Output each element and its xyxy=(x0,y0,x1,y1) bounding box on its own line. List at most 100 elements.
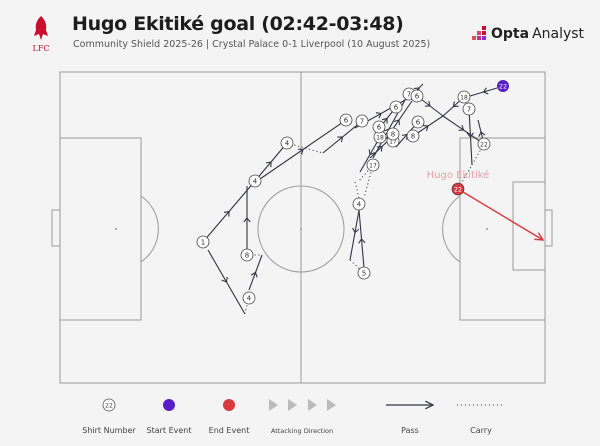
shirt-number: 7 xyxy=(360,118,364,126)
left-goal xyxy=(51,209,61,247)
player-node: 22 xyxy=(477,137,491,151)
player-node: 6 xyxy=(372,120,386,134)
player-node: 4 xyxy=(280,136,294,150)
page-title: Hugo Ekitiké goal (02:42-03:48) xyxy=(72,13,404,35)
player-node: 8 xyxy=(386,127,400,141)
shirt-number: 5 xyxy=(362,270,366,278)
pass-arrowhead-icon xyxy=(458,124,465,131)
attacking-direction-arrows-icon xyxy=(269,399,336,411)
pass-arrowhead-icon xyxy=(452,101,459,108)
pass-arrowhead-icon xyxy=(358,238,366,244)
pass-arrowhead-icon xyxy=(352,227,360,234)
svg-text:LFC: LFC xyxy=(33,44,50,53)
shirt-number: 8 xyxy=(391,131,395,139)
legend-attacking-direction-label: Attacking Direction xyxy=(270,427,334,435)
player-node: 6 xyxy=(410,89,424,103)
scorer-label: Hugo Ekitiké xyxy=(427,169,490,181)
shirt-number: 4 xyxy=(285,140,290,148)
start-event-marker: 22 xyxy=(497,80,509,92)
player-node: 17 xyxy=(366,158,380,172)
legend: 22 xyxy=(102,398,504,412)
legend-start-event-label: Start Event xyxy=(146,426,192,435)
shirt-number: 6 xyxy=(344,117,349,125)
brand-light: Analyst xyxy=(532,26,585,42)
legend-carry-label: Carry xyxy=(470,426,492,435)
shirt-number: 6 xyxy=(416,119,421,127)
shirt-number: 7 xyxy=(407,91,411,99)
player-node: 7 xyxy=(462,102,476,116)
pass-arrowhead-icon xyxy=(243,217,251,223)
legend-end-event-label: End Event xyxy=(208,426,250,435)
pass-arrowhead-icon xyxy=(375,112,382,119)
goal-shot-line xyxy=(462,191,543,240)
shirt-number: 4 xyxy=(247,295,252,303)
pass-arrowhead-icon xyxy=(337,136,344,143)
shirt-number: 18 xyxy=(460,95,468,102)
svg-text:22: 22 xyxy=(105,403,113,410)
pass-arrowhead-icon xyxy=(376,145,383,152)
player-node: 4 xyxy=(352,197,366,211)
end-event-marker: 22 xyxy=(451,182,465,196)
left-arc xyxy=(140,195,159,263)
shirt-number: 17 xyxy=(389,139,397,146)
pass-arrowhead-icon xyxy=(221,276,228,283)
player-node: 6 xyxy=(339,113,353,127)
player-node: 4 xyxy=(248,174,262,188)
legend-pass-label: Pass xyxy=(401,426,419,435)
pitch-markings xyxy=(51,71,553,384)
shirt-number: 6 xyxy=(394,104,399,112)
pass-arrowhead-icon xyxy=(368,149,375,156)
shirt-number: 8 xyxy=(245,252,249,260)
shirt-number: 4 xyxy=(253,178,258,186)
player-node: 8 xyxy=(406,129,420,143)
pass-arrowhead-icon xyxy=(297,148,304,155)
shirt-number: 22 xyxy=(480,142,488,149)
page-subtitle: Community Shield 2025-26 | Crystal Palac… xyxy=(73,39,431,50)
pass-arrowhead-icon xyxy=(223,210,230,217)
shirt-number: 1 xyxy=(201,239,205,247)
opta-analyst-logo: Opta Analyst xyxy=(470,26,584,42)
legend-shirt-number-icon: 22 xyxy=(102,398,116,412)
carry-line xyxy=(354,181,360,199)
shirt-number: 18 xyxy=(376,135,384,142)
center-circle xyxy=(257,185,345,273)
shirt-number: 6 xyxy=(377,124,382,132)
right-penalty-box xyxy=(459,137,546,321)
pass-arrowhead-icon xyxy=(265,161,272,168)
player-node: 18 xyxy=(457,90,471,104)
right-goal xyxy=(544,209,553,247)
pass-arrowhead-icon xyxy=(424,100,431,107)
pass-arrowhead-icon xyxy=(466,132,474,138)
shirt-number: 6 xyxy=(415,93,420,101)
legend-shirt-number-label: Shirt Number xyxy=(82,426,136,435)
pass-arrowhead-icon xyxy=(393,119,400,126)
pass-arrowhead-icon xyxy=(381,117,388,124)
legend-end-event-icon xyxy=(223,399,235,411)
opta-pixel-icon xyxy=(472,26,486,40)
player-node: 7 xyxy=(355,114,369,128)
pass-arrowhead-icon xyxy=(478,131,486,137)
pass-arrowhead-icon xyxy=(422,125,429,132)
pitch-outline xyxy=(59,71,546,384)
pass-arrowhead-icon xyxy=(250,271,258,278)
player-node: 18 xyxy=(373,130,387,144)
shirt-number: 7 xyxy=(467,106,471,114)
shirt-number: 17 xyxy=(369,163,377,170)
svg-text:22: 22 xyxy=(499,83,507,91)
carry-line xyxy=(457,143,485,190)
carry-line xyxy=(243,297,250,317)
pass-arrowhead-icon xyxy=(482,87,489,95)
brand-bold: Opta xyxy=(491,26,530,42)
liverpool-crest-logo: LFC xyxy=(33,16,50,53)
player-node: 5 xyxy=(357,266,371,280)
player-node: 6 xyxy=(411,115,425,129)
player-node: 1 xyxy=(196,235,210,249)
shirt-number: 8 xyxy=(411,133,415,141)
player-node: 6 xyxy=(389,100,403,114)
carry-line xyxy=(286,142,324,154)
player-node: 8 xyxy=(240,248,254,262)
left-penalty-box xyxy=(59,137,142,321)
shirt-number: 4 xyxy=(357,201,362,209)
right-arc xyxy=(442,195,461,263)
